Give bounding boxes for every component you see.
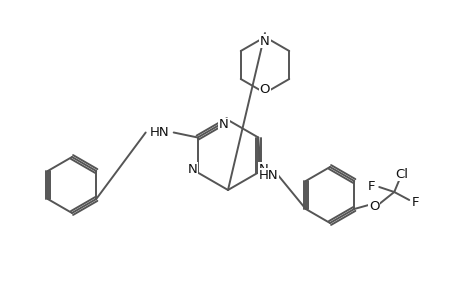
Text: O: O [259, 82, 270, 95]
Text: N: N [187, 163, 197, 176]
Text: N: N [218, 118, 229, 131]
Text: HN: HN [258, 169, 278, 182]
Text: O: O [368, 200, 379, 214]
Text: N: N [258, 163, 268, 176]
Text: F: F [367, 181, 374, 194]
Text: Cl: Cl [395, 167, 408, 181]
Text: N: N [259, 34, 269, 47]
Text: F: F [411, 196, 418, 209]
Text: HN: HN [150, 126, 169, 139]
